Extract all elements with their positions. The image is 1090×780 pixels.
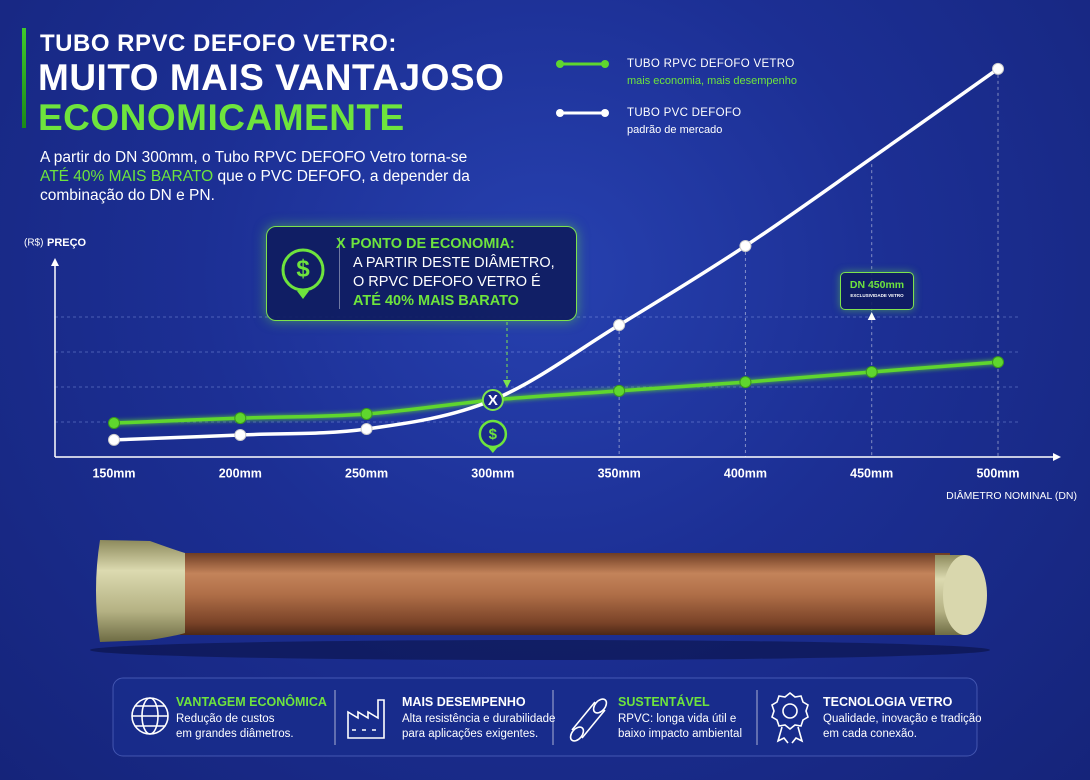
y-axis-unit: (R$) xyxy=(24,238,43,249)
intro-text: A partir do DN 300mm, o Tubo RPVC DEFOFO… xyxy=(40,149,468,166)
series-point xyxy=(234,412,247,425)
series-line xyxy=(113,67,1000,442)
feature: TECNOLOGIA VETRO Qualidade, inovação e tr… xyxy=(823,695,982,742)
feature: MAIS DESEMPENHO Alta resistência e durabi… xyxy=(402,695,555,742)
legend-label: TUBO PVC DEFOFO xyxy=(627,107,742,119)
feature-title: MAIS DESEMPENHO xyxy=(402,695,526,709)
legend-description: mais economia, mais desempenho xyxy=(627,75,797,87)
kicker: TUBO RPVC DEFOFO VETRO: xyxy=(40,30,397,57)
badge-title: DN 450mm xyxy=(849,279,905,291)
callout-text: X PONTO DE ECONOMIA: A PARTIR DESTE DIÂME… xyxy=(336,235,555,311)
legend-swatch-dot xyxy=(601,109,609,117)
callout-highlight: ATÉ 40% MAIS BARATO xyxy=(353,293,519,309)
feature-title: SUSTENTÁVEL xyxy=(618,695,710,709)
series-point xyxy=(234,428,247,441)
x-axis-arrow xyxy=(1053,453,1061,461)
savings-icon-arrow xyxy=(487,447,498,453)
series-point xyxy=(739,239,752,252)
x-tick-label: 350mm xyxy=(598,466,641,480)
callout: $ X PONTO DE ECONOMIA: A PARTIR DESTE DIÂ… xyxy=(266,226,577,321)
legend-entry: TUBO PVC DEFOFO padrão de mercado xyxy=(627,105,741,139)
x-tick-label: 400mm xyxy=(724,466,767,480)
x-axis-label: DIÂMETRO NOMINAL (DN) xyxy=(946,489,1077,502)
callout-line: O RPVC DEFOFO VETRO É xyxy=(353,274,541,290)
y-axis-arrow xyxy=(51,258,59,266)
feature-text: Qualidade, inovação e tradição xyxy=(823,713,982,725)
series-point xyxy=(865,365,878,378)
series-point xyxy=(739,376,752,389)
legend-swatch-dot xyxy=(601,60,609,68)
badge-pointer-head xyxy=(867,312,876,320)
series-point xyxy=(360,423,373,435)
x-tick-label: 250mm xyxy=(345,466,388,480)
intro-text: que o PVC DEFOFO, a depender da combinaç… xyxy=(40,168,470,204)
feature-text: baixo impacto ambiental xyxy=(618,728,743,740)
x-tick-label: 500mm xyxy=(976,466,1019,480)
callout-icon: $ xyxy=(281,248,325,299)
legend-label: TUBO RPVC DEFOFO VETRO xyxy=(627,58,795,70)
feature: VANTAGEM ECONÔMICA Redução de custos em gr… xyxy=(176,695,327,742)
title-highlight: ECONOMICAMENTE xyxy=(38,97,405,138)
legend-swatch-dot xyxy=(556,109,564,117)
svg-text:$: $ xyxy=(296,255,310,282)
callout-line: A PARTIR DESTE DIÂMETRO, xyxy=(353,255,555,271)
x-tick-label: 450mm xyxy=(850,466,893,480)
title: MUITO MAIS VANTAJOSO xyxy=(38,57,505,98)
feature-text: Redução de custos xyxy=(176,713,275,725)
feature-text: em cada conexão. xyxy=(823,728,917,740)
feature-bar xyxy=(112,677,978,757)
feature-text: em grandes diâmetros. xyxy=(176,728,294,740)
badge-subtitle: EXCLUSIVIDADE VETRO xyxy=(850,293,904,298)
crossing-label: X xyxy=(488,392,498,409)
legend-swatch-dot xyxy=(556,60,564,68)
series-point xyxy=(108,433,120,446)
legend-entry: TUBO RPVC DEFOFO VETRO mais economia, mai… xyxy=(627,56,797,90)
feature-text: para aplicações exigentes. xyxy=(402,728,539,740)
x-tick-label: 150mm xyxy=(92,466,135,480)
feature-title: TECNOLOGIA VETRO xyxy=(823,695,953,709)
series-point xyxy=(613,319,626,332)
feature-text: RPVC: longa vida útil e xyxy=(618,713,737,725)
y-axis-label: PREÇO xyxy=(47,237,87,249)
badge: DN 450mm EXCLUSIVIDADE VETRO xyxy=(840,272,914,310)
pipe-image xyxy=(90,540,990,660)
callout-pointer-head xyxy=(503,380,511,388)
feature-title: VANTAGEM ECONÔMICA xyxy=(176,695,327,709)
series-point xyxy=(108,417,120,430)
series-point xyxy=(992,62,1004,75)
series-point xyxy=(613,384,626,397)
x-tick-label: 200mm xyxy=(219,466,262,480)
series-point xyxy=(360,407,373,420)
savings-icon-glyph: $ xyxy=(489,426,498,443)
feature: SUSTENTÁVEL RPVC: longa vida útil e baixo … xyxy=(618,695,742,742)
x-tick-label: 300mm xyxy=(471,466,514,480)
series-point xyxy=(992,356,1004,369)
plot: (R$) PREÇO DIÂMETRO NOMINAL (DN) 150mm 200mm… xyxy=(24,60,1077,502)
series-line xyxy=(113,360,999,425)
feature-text: Alta resistência e durabilidade xyxy=(402,713,556,725)
intro-highlight: ATÉ 40% MAIS BARATO xyxy=(40,168,214,185)
feature-icons xyxy=(131,690,809,745)
title-accent xyxy=(22,28,26,128)
callout-title: PONTO DE ECONOMIA: xyxy=(350,236,515,252)
callout-marker: X xyxy=(336,236,346,252)
crossing-marker xyxy=(481,388,504,411)
intro: A partir do DN 300mm, o Tubo RPVC DEFOFO… xyxy=(40,148,470,205)
legend-description: padrão de mercado xyxy=(627,124,723,136)
